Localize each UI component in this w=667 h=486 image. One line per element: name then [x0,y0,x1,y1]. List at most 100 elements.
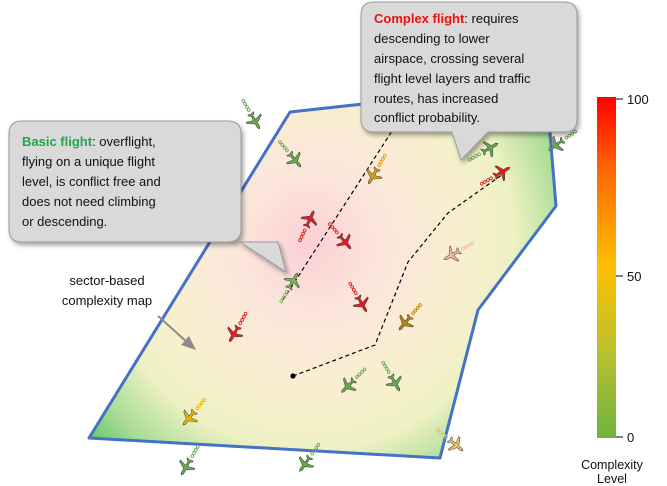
complex-flight-callout [360,1,578,161]
complex-flight-line: descending to lower [374,31,490,46]
aircraft-trail-dot [282,145,287,150]
aircraft-icon [221,311,248,347]
aircraft-trail-dot [195,444,200,449]
aircraft-trail-dot [241,98,246,103]
aircraft-trail-dot [285,148,289,153]
aircraft-trail-dot [381,360,386,365]
complex-flight-line: : requires [464,11,519,26]
aircraft-trail-dot [362,367,367,372]
aircraft-trail-dot [464,245,468,249]
aircraft-trail-dot [348,281,353,286]
aircraft-icon [467,135,503,162]
aircraft-trail-dot [483,180,487,184]
map-label-line: sector-based [69,273,144,288]
aircraft-trail-dot [381,157,385,161]
aircraft-trail-dot [195,406,199,411]
aircraft-trail-dot [199,400,204,405]
complex-flight-line: conflict probability. [374,110,480,125]
aircraft-trail-dot [242,315,246,319]
aircraft-trail-dot [413,308,418,313]
aircraft-trail-dot [467,243,471,247]
basic-flight-trajectory [282,127,395,301]
aircraft-trail-dot [190,454,195,458]
aircraft-trail-dot [386,370,391,374]
colorbar-tick-label: 100 [627,92,649,107]
complex-flight-line: flight level layers and traffic [374,71,531,86]
basic-flight-line: : overflight, [92,134,156,149]
map-label-arrow [157,315,196,350]
complex-flight-line: routes, has increased [374,91,498,106]
aircraft-trail-dot [284,290,289,294]
aircraft-trail-dot [194,448,198,452]
aircraft-trail-dot [332,227,337,232]
aircraft-trail-dot [382,153,387,158]
aircraft-trail-dot [202,398,206,402]
colorbar-title-line: Complexity [581,458,644,472]
aircraft-trail-dot [299,235,304,239]
aircraft-trail-dot [243,102,247,106]
aircraft-trail-dot [567,133,572,138]
svg-text:Basic flight: overflight,: Basic flight: overflight, [22,134,156,149]
aircraft-shape [292,451,318,477]
aircraft-trail-dot [245,105,249,109]
aircraft-trail-dot [197,403,202,408]
aircraft-icon [436,428,469,458]
basic-flight-line: level, is conflict free and [22,174,161,189]
aircraft-trail-dot [377,163,382,167]
aircraft-trail-dot [444,435,449,439]
aircraft-icon [278,140,308,173]
aircraft-trail-dot [479,181,484,186]
basic-flight-callout-text: Basic flight: overflight, flying on a un… [22,134,161,229]
colorbar-title-line: Level [597,472,627,486]
aircraft-icon [328,222,358,255]
aircraft-trail-dot [353,291,358,295]
aircraft-trail-dot [415,305,420,310]
aircraft-trail-dot [283,293,287,297]
basic-flight-line: does not need climbing [22,194,156,209]
aircraft-trail-dot [470,241,475,246]
aircraft-trail-dot [385,367,389,371]
aircraft-trail-dot [279,299,284,304]
aircraft-trail-dot [240,318,244,322]
aircraft-icon [173,444,200,480]
aircraft-trail-dot [312,448,317,453]
aircraft-trail-dot [192,451,196,455]
complex-flight-callout-text: Complex flight: requires descending to l… [374,11,531,125]
aircraft-trail-dot [379,160,383,164]
aircraft-icon [439,241,475,268]
basic-flight-title: Basic flight [22,134,93,149]
aircraft-trail-dot [441,432,446,437]
aircraft-trail-dot [383,364,387,368]
aircraft-trail-dot [489,176,493,181]
aircraft-trail-dot [486,178,490,182]
aircraft-trail-dot [573,129,578,134]
aircraft-trail-dot [355,375,359,379]
aircraft-trail-dot [316,442,321,447]
aircraft-icon [176,398,206,431]
aircraft-shape [242,108,268,134]
aircraft-trail-dot [436,428,440,432]
aircraft-trail-dot [280,142,285,147]
aircraft-trail-dot [411,311,415,316]
map-label-line: complexity map [62,293,152,308]
aircraft-trail-dot [310,451,315,456]
colorbar-ticks [616,98,623,438]
aircraft-trail-dot [564,135,569,140]
aircraft-trail-dot [360,370,364,374]
aircraft-icon [335,367,367,399]
aircraft-trail-dot [570,131,575,136]
aircraft-trail-dot [246,108,251,112]
basic-flight-line: or descending. [22,214,107,229]
aircraft-trail-dot [474,154,478,158]
aircraft-icon [279,268,306,304]
aircraft-icon [348,281,375,317]
colorbar [597,97,616,438]
aircraft-trail-dot [352,288,356,292]
complex-flight-line: airspace, crossing several [374,51,524,66]
aircraft-icon [543,129,578,158]
aircraft-trail-dot [330,224,335,229]
aircraft-trail-dot [278,140,282,144]
aircraft-icon [381,360,408,396]
aircraft-trail-dot [467,157,472,162]
